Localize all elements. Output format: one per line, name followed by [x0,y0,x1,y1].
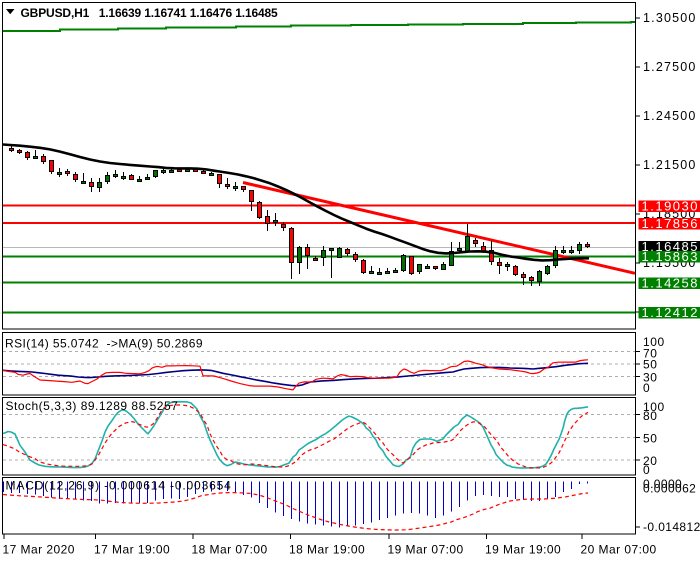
svg-text:RSI(14) 55.0742 ->MA(9) 50.28: RSI(14) 55.0742 ->MA(9) 50.2869 [5,337,203,351]
svg-text:Stoch(5,3,3) 89.1289 88.5257: Stoch(5,3,3) 89.1289 88.5257 [6,399,179,413]
svg-text:18 Mar 07:00: 18 Mar 07:00 [192,543,268,557]
svg-text:17 Mar 2020: 17 Mar 2020 [3,543,75,557]
svg-text:-0.014812: -0.014812 [643,520,700,534]
svg-text:80: 80 [643,409,658,423]
svg-text:1.12412: 1.12412 [642,305,700,320]
svg-text:19 Mar 07:00: 19 Mar 07:00 [388,543,464,557]
svg-text:MACD(12,26,9) -0.000614 -0.003: MACD(12,26,9) -0.000614 -0.003654 [6,479,232,493]
svg-text:1.14258: 1.14258 [642,276,700,291]
svg-text:18 Mar 19:00: 18 Mar 19:00 [289,543,365,557]
svg-text:1.15863: 1.15863 [642,249,700,264]
svg-text:0.000062: 0.000062 [643,481,696,495]
svg-text:0: 0 [643,463,650,477]
svg-text:1.17856: 1.17856 [642,216,700,231]
svg-text:20 Mar 07:00: 20 Mar 07:00 [581,543,657,557]
svg-text:1.27500: 1.27500 [643,60,697,74]
svg-text:1.21500: 1.21500 [643,158,697,172]
svg-text:17 Mar 19:00: 17 Mar 19:00 [94,543,170,557]
svg-text:1.19030: 1.19030 [642,199,700,214]
svg-text:0: 0 [643,381,650,395]
svg-text:GBPUSD,H1 1.16639 1.16741 1.: GBPUSD,H1 1.16639 1.16741 1.16476 1.1648… [21,6,279,20]
svg-text:19 Mar 19:00: 19 Mar 19:00 [485,543,561,557]
svg-text:50: 50 [643,358,658,372]
svg-text:1.24500: 1.24500 [643,109,697,123]
svg-text:50: 50 [643,432,658,446]
svg-text:1.30500: 1.30500 [643,11,697,25]
